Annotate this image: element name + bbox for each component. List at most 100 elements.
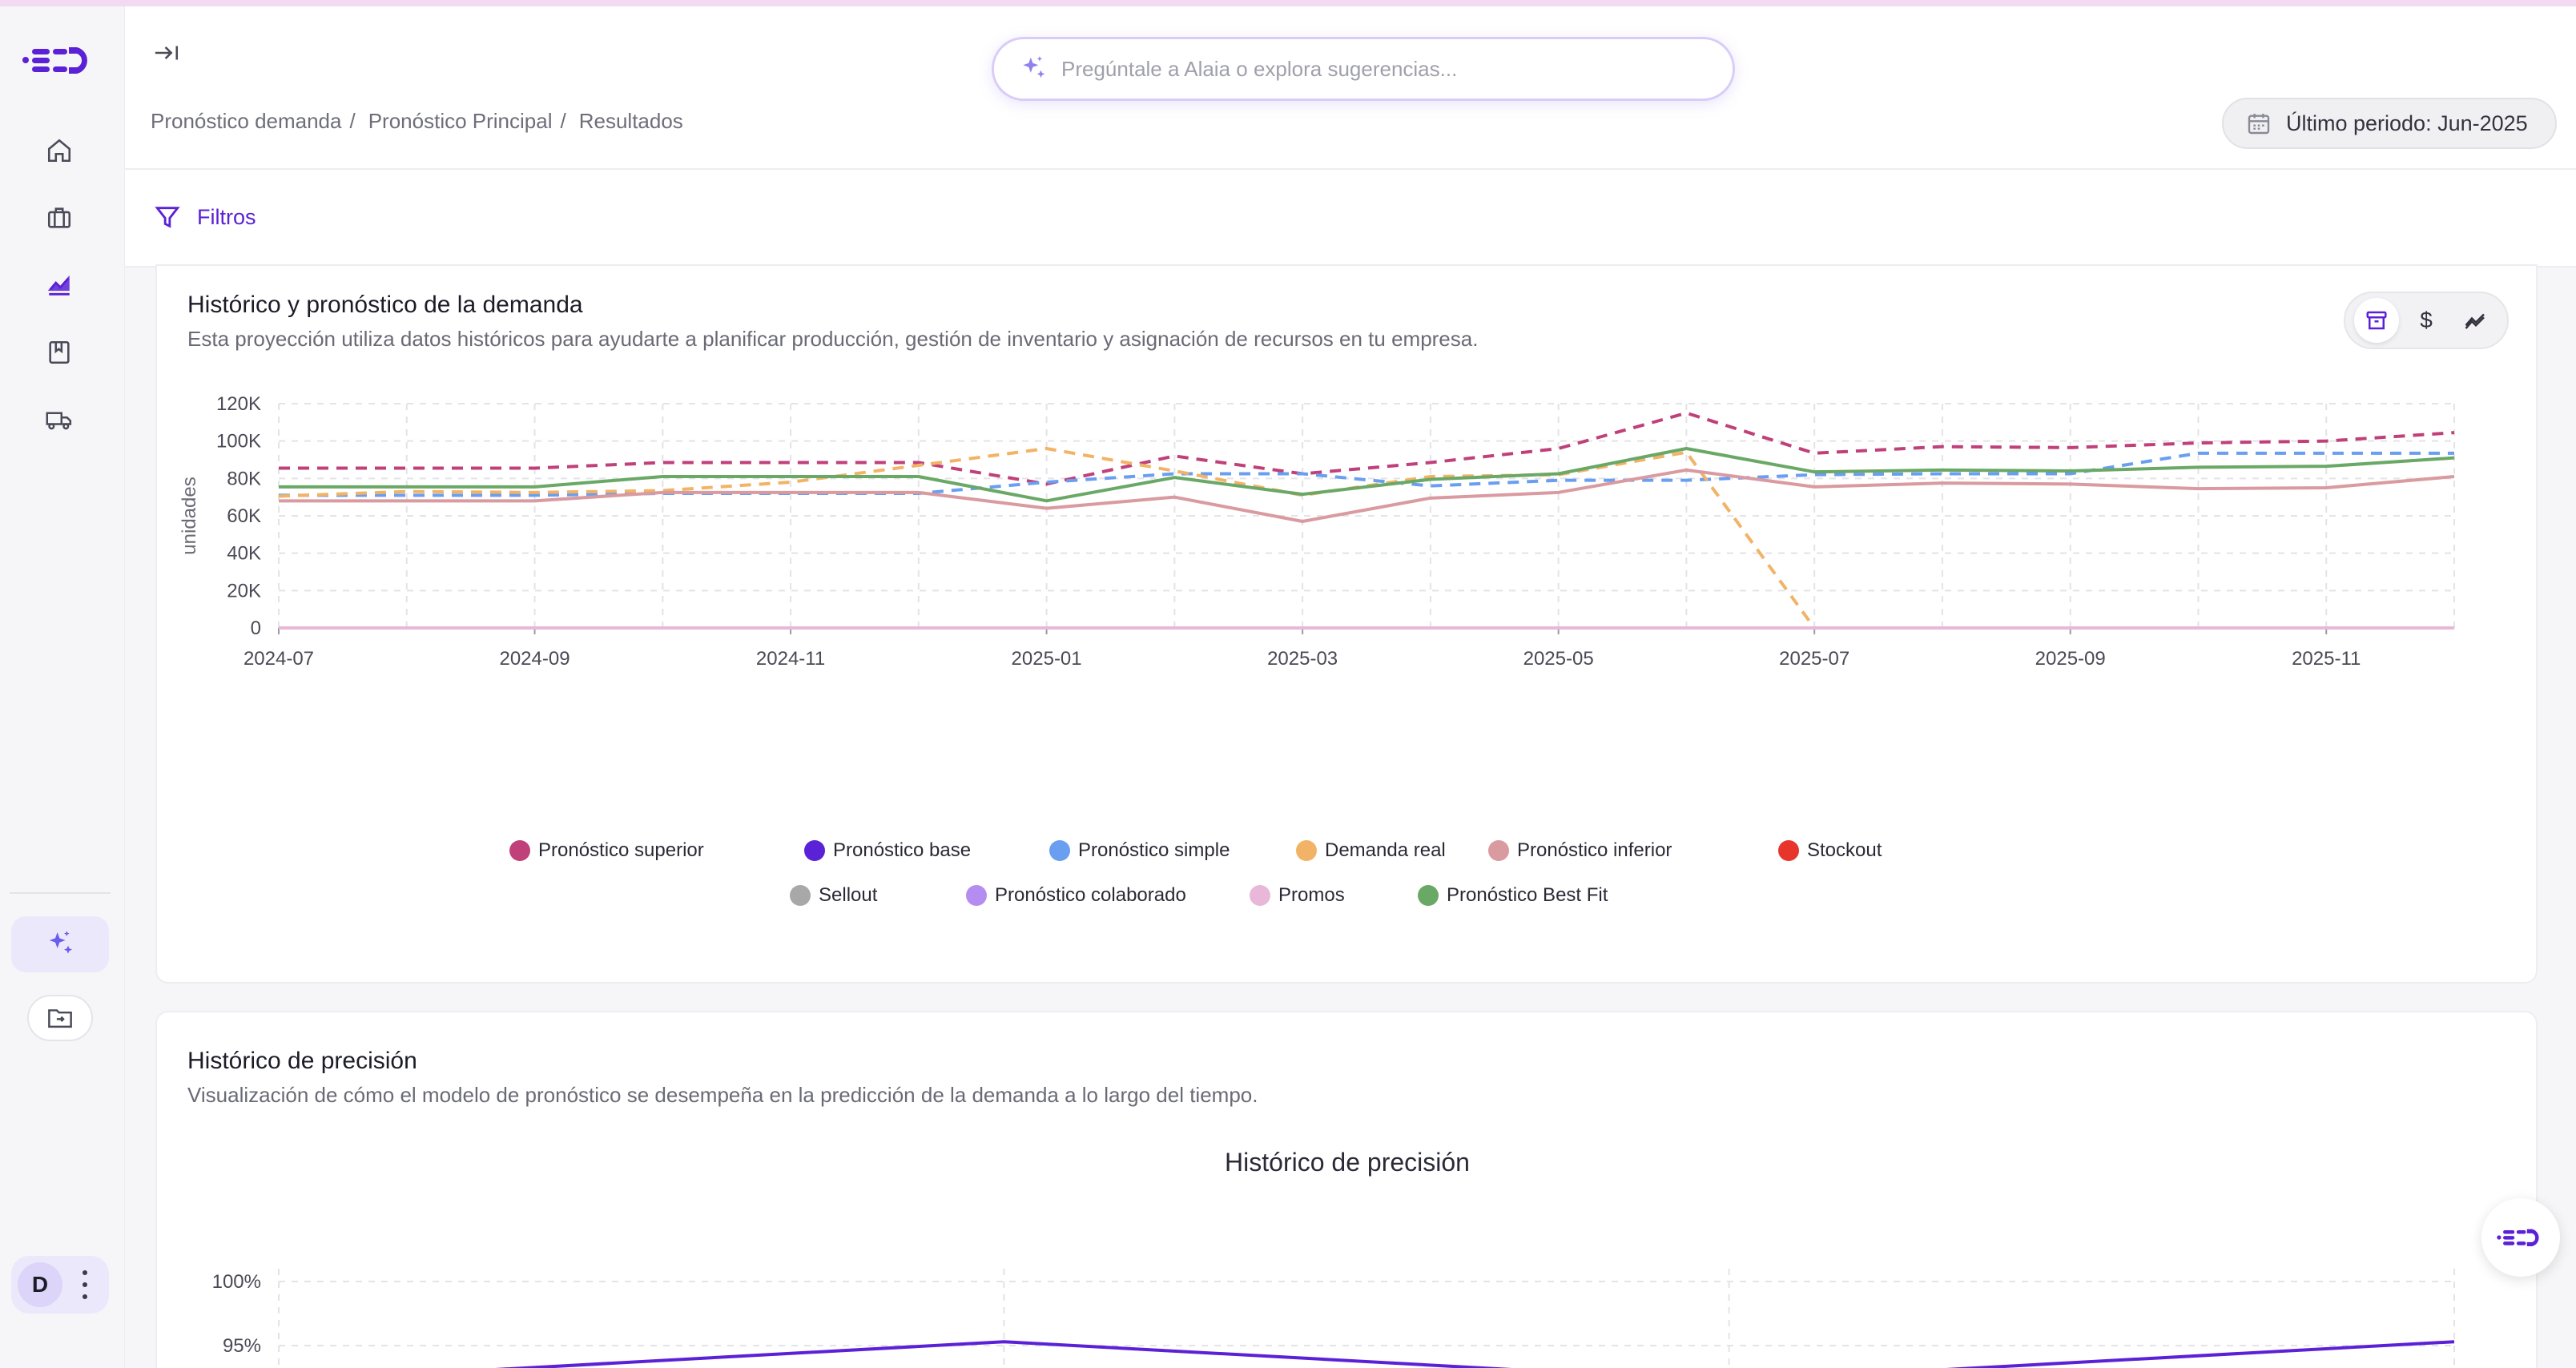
legend-label: Pronóstico simple: [1078, 839, 1230, 861]
legend-item[interactable]: Demanda real: [1296, 839, 1446, 862]
x-tick-label: 2025-11: [2292, 648, 2361, 670]
legend-swatch: [790, 885, 811, 906]
y-tick-label: 0: [251, 618, 261, 639]
x-tick-label: 2025-09: [2035, 648, 2106, 670]
legend-swatch: [1418, 885, 1439, 906]
card-title: Histórico de precisión: [187, 1048, 417, 1074]
y-tick-label: 20K: [227, 580, 261, 602]
series-line: [279, 451, 2454, 497]
avatar[interactable]: D: [18, 1262, 62, 1307]
folder-button[interactable]: [27, 995, 93, 1041]
y-tick-label: 120K: [216, 393, 261, 415]
truck-icon[interactable]: [40, 400, 78, 439]
legend-swatch: [1488, 840, 1509, 861]
user-menu-pill[interactable]: D: [11, 1256, 109, 1314]
y-tick-label: 80K: [227, 468, 261, 489]
legend-item[interactable]: Pronóstico simple: [1049, 839, 1230, 862]
series-line: [279, 411, 2455, 486]
legend-item[interactable]: Pronóstico superior: [509, 839, 704, 862]
search-input[interactable]: [1061, 56, 1702, 82]
legend-swatch: [509, 840, 530, 861]
collapse-sidebar-icon[interactable]: [149, 38, 184, 67]
y-tick-label: 100K: [216, 431, 261, 453]
dollar-icon: $: [2420, 308, 2433, 332]
x-tick-label: 2024-11: [756, 648, 825, 670]
legend-swatch: [804, 840, 825, 861]
x-tick-label: 2025-07: [1779, 648, 1849, 670]
briefcase-icon[interactable]: [40, 199, 78, 237]
book-icon[interactable]: [40, 333, 78, 372]
legend-label: Pronóstico Best Fit: [1447, 884, 1608, 906]
card-title: Histórico y pronóstico de la demanda: [187, 292, 583, 318]
breadcrumb-item-results: Resultados: [578, 109, 683, 133]
breadcrumb: Pronóstico demanda / Pronóstico Principal…: [151, 109, 683, 134]
sparkles-icon: [49, 931, 72, 954]
archive-icon: [2366, 311, 2387, 330]
y-tick-label: 40K: [227, 543, 261, 565]
sparkles-icon: [1023, 56, 1045, 78]
series-line: [495, 1340, 2455, 1368]
brand-logo[interactable]: [21, 42, 98, 78]
y-axis-label: unidades: [179, 477, 200, 554]
x-tick-label: 2024-09: [499, 648, 570, 670]
filter-icon: [155, 207, 180, 228]
x-tick-label: 2025-01: [1012, 648, 1082, 670]
legend-label: Pronóstico inferior: [1517, 839, 1672, 861]
legend-item[interactable]: Stockout: [1778, 839, 1882, 862]
legend-label: Pronóstico colaborado: [995, 884, 1186, 906]
legend-item[interactable]: Pronóstico inferior: [1488, 839, 1672, 862]
more-vertical-icon[interactable]: [80, 1270, 90, 1299]
demand-forecast-chart: 0 20K 40K 60K 80K 100K 120K 2024-07 2024-09 2024-…: [179, 393, 2455, 670]
filters-label: Filtros: [197, 204, 256, 229]
legend-label: Sellout: [819, 884, 878, 906]
breadcrumb-separator: /: [560, 109, 566, 133]
home-icon[interactable]: [40, 131, 78, 170]
top-accent-strip: [0, 0, 2576, 6]
legend-item[interactable]: Sellout: [790, 884, 877, 907]
breadcrumb-item-demand[interactable]: Pronóstico demanda: [151, 109, 342, 133]
series-line: [279, 447, 2455, 503]
legend-label: Demanda real: [1325, 839, 1446, 861]
series-line: [278, 447, 1816, 630]
folder-icon: [48, 1009, 72, 1028]
x-tick-label: 2025-03: [1267, 648, 1338, 670]
breadcrumb-separator: /: [349, 109, 356, 133]
brand-logo-icon: [2497, 1229, 2539, 1246]
ai-assistant-button[interactable]: [11, 916, 109, 972]
legend-label: Promos: [1278, 884, 1345, 906]
trend-view-toggle[interactable]: [2453, 298, 2498, 343]
filters-button[interactable]: Filtros: [154, 203, 256, 231]
calendar-icon: [2248, 114, 2270, 135]
demand-forecast-card: Histórico y pronóstico de la demanda Est…: [155, 264, 2538, 984]
legend-item[interactable]: Pronóstico base: [804, 839, 971, 862]
y-tick-label: 60K: [227, 505, 261, 527]
legend-swatch: [1296, 840, 1317, 861]
units-view-toggle[interactable]: [2354, 298, 2399, 343]
legend-item[interactable]: Promos: [1250, 884, 1345, 907]
sidebar-divider: [10, 892, 111, 894]
card-subtitle: Esta proyección utiliza datos históricos…: [187, 327, 1479, 351]
legend-swatch: [1250, 885, 1270, 906]
header: Pronóstico demanda / Pronóstico Principal…: [125, 6, 2576, 170]
legend-item[interactable]: Pronóstico Best Fit: [1418, 884, 1608, 907]
x-tick-label: 2025-05: [1523, 648, 1594, 670]
period-label: Último periodo: Jun-2025: [2286, 111, 2528, 135]
chart-title: Histórico de precisión: [1225, 1148, 1470, 1177]
trend-icon: [2465, 313, 2485, 329]
y-tick-label: 95%: [223, 1335, 261, 1357]
sidebar: D: [0, 6, 125, 1368]
card-subtitle: Visualización de cómo el modelo de pronó…: [187, 1083, 1258, 1107]
chat-assistant-button[interactable]: [2481, 1198, 2560, 1277]
search-bar[interactable]: [992, 37, 1735, 101]
currency-view-toggle[interactable]: $: [2404, 298, 2449, 343]
precision-history-card: Histórico de precisión Visualización de …: [155, 1011, 2538, 1368]
period-selector-button[interactable]: Último periodo: Jun-2025: [2222, 98, 2557, 149]
chart-icon[interactable]: [40, 266, 78, 304]
breadcrumb-item-main-forecast[interactable]: Pronóstico Principal: [368, 109, 553, 133]
x-tick-label: 2024-07: [244, 648, 314, 670]
legend-item[interactable]: Pronóstico colaborado: [966, 884, 1186, 907]
series-line: [279, 468, 2455, 523]
y-tick-label: 100%: [212, 1271, 261, 1293]
view-toggle-group: $: [2344, 292, 2509, 349]
